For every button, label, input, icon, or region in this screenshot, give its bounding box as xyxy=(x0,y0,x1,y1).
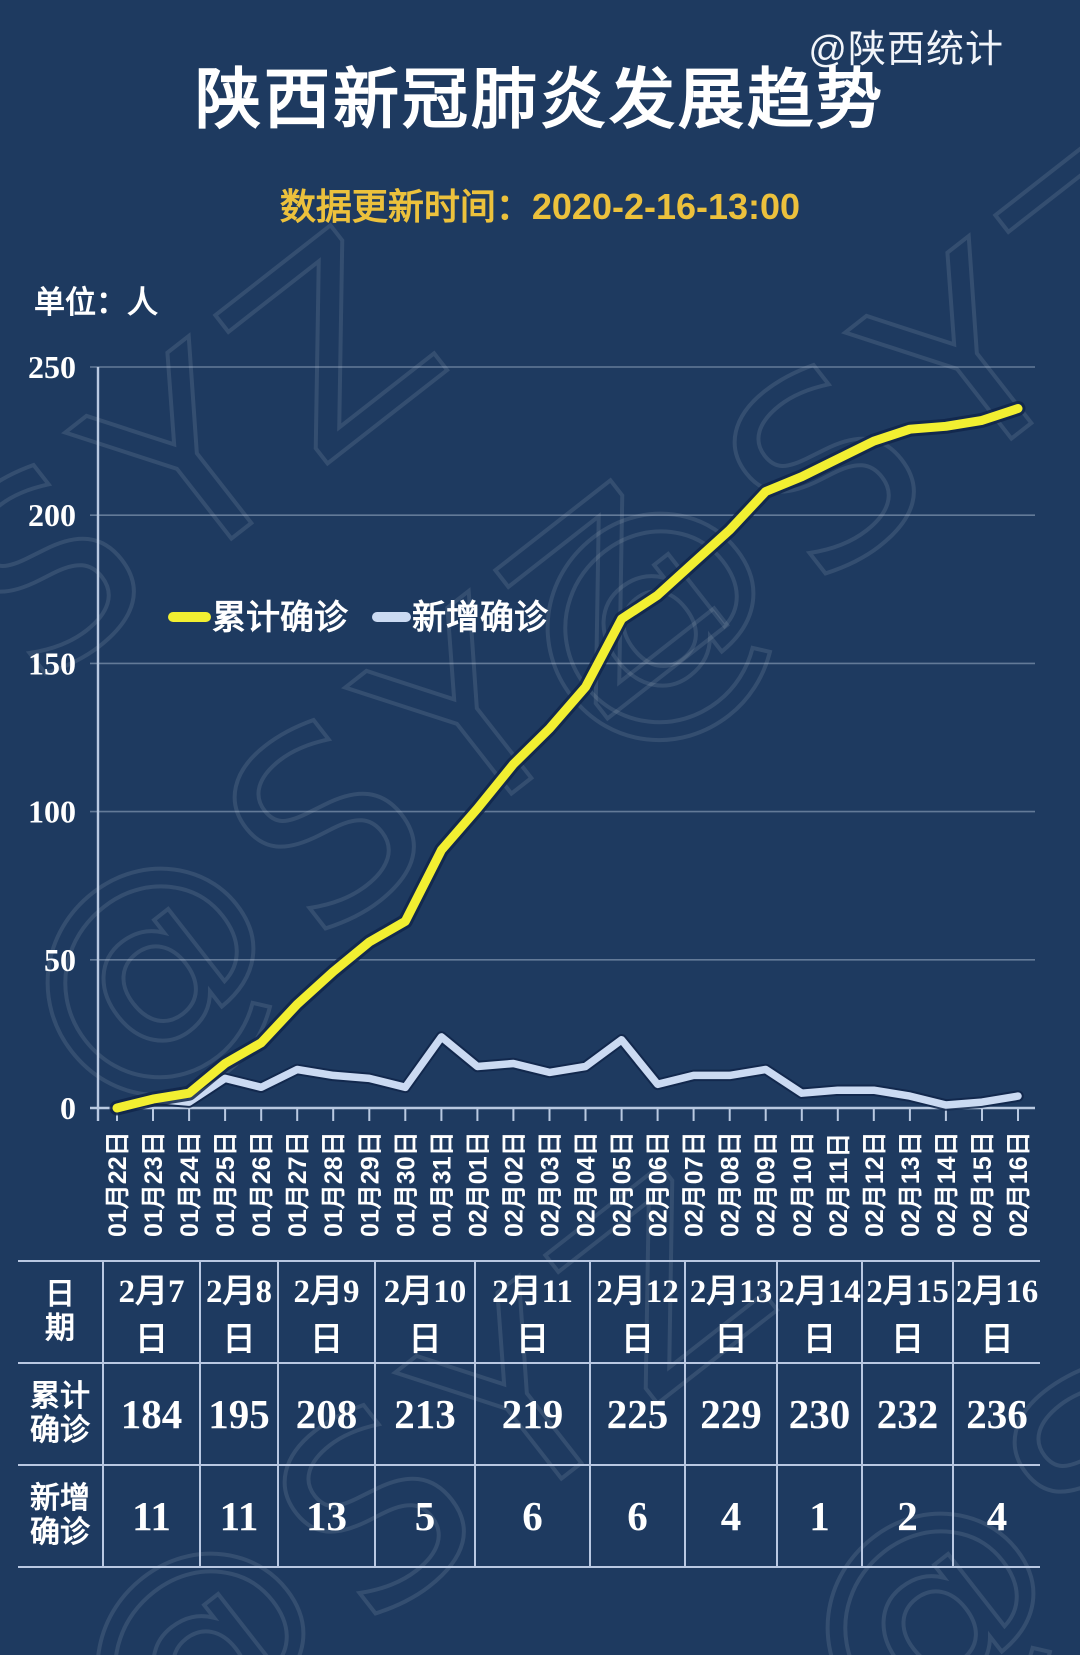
table-cell-cumulative: 184 xyxy=(102,1362,201,1466)
table-header-date: 2月12日 xyxy=(589,1260,686,1364)
x-axis-date-label: 01月31日 xyxy=(428,1131,456,1237)
x-axis-date-label: 01月30日 xyxy=(392,1131,420,1237)
summary-table: 日期 2月7日 2月8日 2月9日 2月10日 2月11日 2月12日 2月13日 2月14日 2… xyxy=(18,1260,1040,1568)
row-header-date: 日期 xyxy=(18,1260,104,1364)
x-axis-date-label: 02月07日 xyxy=(681,1131,709,1237)
table-header-date: 2月15日 xyxy=(861,1260,954,1364)
table-row-dates: 日期 2月7日 2月8日 2月9日 2月10日 2月11日 2月12日 2月13日 2月14日 2… xyxy=(18,1260,1040,1364)
chart-legend: 累计确诊 新增确诊 xyxy=(168,599,549,637)
x-axis-date-label: 01月26日 xyxy=(248,1131,276,1237)
y-axis-tick-label: 50 xyxy=(44,942,76,978)
x-axis-date-label: 01月29日 xyxy=(356,1131,384,1237)
x-axis-date-label: 02月05日 xyxy=(609,1131,637,1237)
x-axis-date-label: 02月10日 xyxy=(789,1131,817,1237)
y-axis-tick-label: 0 xyxy=(60,1090,76,1126)
table-cell-cumulative: 229 xyxy=(684,1362,778,1466)
x-axis-date-label: 02月03日 xyxy=(537,1131,565,1237)
table-cell-cumulative: 208 xyxy=(277,1362,376,1466)
series-line-new xyxy=(113,1033,1022,1112)
table-cell-new: 6 xyxy=(589,1464,686,1568)
chart-series-lines xyxy=(109,401,1026,1116)
account-watermark: @陕西统计 xyxy=(808,29,1004,71)
table-header-date: 2月9日 xyxy=(277,1260,376,1364)
update-time-subtitle: 数据更新时间：2020-2-16-13:00 xyxy=(279,186,801,227)
chart-axes: 01月22日 01月23日 01月24日 01月25日 01月26日 01月27日 01月2… xyxy=(96,367,1033,1237)
x-axis-date-label: 01月28日 xyxy=(320,1131,348,1237)
y-axis-tick-label: 150 xyxy=(28,645,76,681)
table-header-date: 2月8日 xyxy=(199,1260,279,1364)
x-axis-date-label: 01月22日 xyxy=(104,1131,132,1237)
table-cell-new: 11 xyxy=(199,1464,279,1568)
x-axis-date-label: 01月27日 xyxy=(284,1131,312,1237)
table-cell-new: 6 xyxy=(474,1464,591,1568)
table-cell-cumulative: 230 xyxy=(776,1362,863,1466)
table-cell-new: 5 xyxy=(374,1464,476,1568)
table-header-date: 2月10日 xyxy=(374,1260,476,1364)
x-axis-date-label: 02月04日 xyxy=(573,1131,601,1237)
table-cell-new: 4 xyxy=(952,1464,1040,1568)
x-axis-date-label: 02月15日 xyxy=(969,1131,997,1237)
x-axis-date-label: 02月06日 xyxy=(645,1131,673,1237)
x-axis-date-label: 02月02日 xyxy=(500,1131,528,1237)
x-axis-date-label: 02月12日 xyxy=(861,1131,889,1237)
y-axis-tick-label: 100 xyxy=(28,794,76,830)
legend-label-new: 新增确诊 xyxy=(412,599,549,637)
table-header-date: 2月16日 xyxy=(952,1260,1040,1364)
table-cell-cumulative: 232 xyxy=(861,1362,954,1466)
series-line-cumulative xyxy=(112,404,1023,1113)
table-header-date: 2月13日 xyxy=(684,1260,778,1364)
x-axis-date-label: 02月16日 xyxy=(1005,1131,1033,1237)
table-header-date: 2月11日 xyxy=(474,1260,591,1364)
page-title: 陕西新冠肺炎发展趋势 xyxy=(195,62,885,136)
x-axis-date-label: 02月08日 xyxy=(717,1131,745,1237)
x-axis-date-label: 02月11日 xyxy=(825,1133,853,1237)
table-header-date: 2月14日 xyxy=(776,1260,863,1364)
x-axis-date-label: 01月24日 xyxy=(176,1131,204,1237)
table-header-date: 2月7日 xyxy=(102,1260,201,1364)
y-axis-unit-label: 单位：人 xyxy=(34,285,158,320)
table-cell-cumulative: 213 xyxy=(374,1362,476,1466)
x-axis-date-label: 02月13日 xyxy=(897,1131,925,1237)
x-axis-date-label: 02月01日 xyxy=(464,1131,492,1237)
x-axis-date-label: 01月23日 xyxy=(140,1131,168,1237)
table-cell-cumulative: 219 xyxy=(474,1362,591,1466)
table-cell-new: 13 xyxy=(277,1464,376,1568)
y-axis-tick-label: 250 xyxy=(28,349,76,385)
y-axis-tick-label: 200 xyxy=(28,497,76,533)
chart-gridlines: 0 50 100 150 200 250 xyxy=(28,349,1035,1126)
x-axis-date-label: 02月14日 xyxy=(933,1131,961,1237)
table-cell-new: 11 xyxy=(102,1464,201,1568)
table-cell-new: 2 xyxy=(861,1464,954,1568)
table-cell-cumulative: 236 xyxy=(952,1362,1040,1466)
x-axis-date-label: 02月09日 xyxy=(753,1131,781,1237)
table-row-cumulative: 累计 确诊 184 195 208 213 219 225 229 230 232 236 xyxy=(18,1362,1040,1466)
table-cell-new: 1 xyxy=(776,1464,863,1568)
row-header-new: 新增 确诊 xyxy=(18,1464,104,1568)
table-cell-cumulative: 225 xyxy=(589,1362,686,1466)
x-axis-date-label: 01月25日 xyxy=(212,1131,240,1237)
row-header-cumulative: 累计 确诊 xyxy=(18,1362,104,1466)
table-cell-cumulative: 195 xyxy=(199,1362,279,1466)
legend-label-cumulative: 累计确诊 xyxy=(212,599,349,637)
table-row-new: 新增 确诊 11 11 13 5 6 6 4 1 2 4 xyxy=(18,1464,1040,1568)
table-cell-new: 4 xyxy=(684,1464,778,1568)
